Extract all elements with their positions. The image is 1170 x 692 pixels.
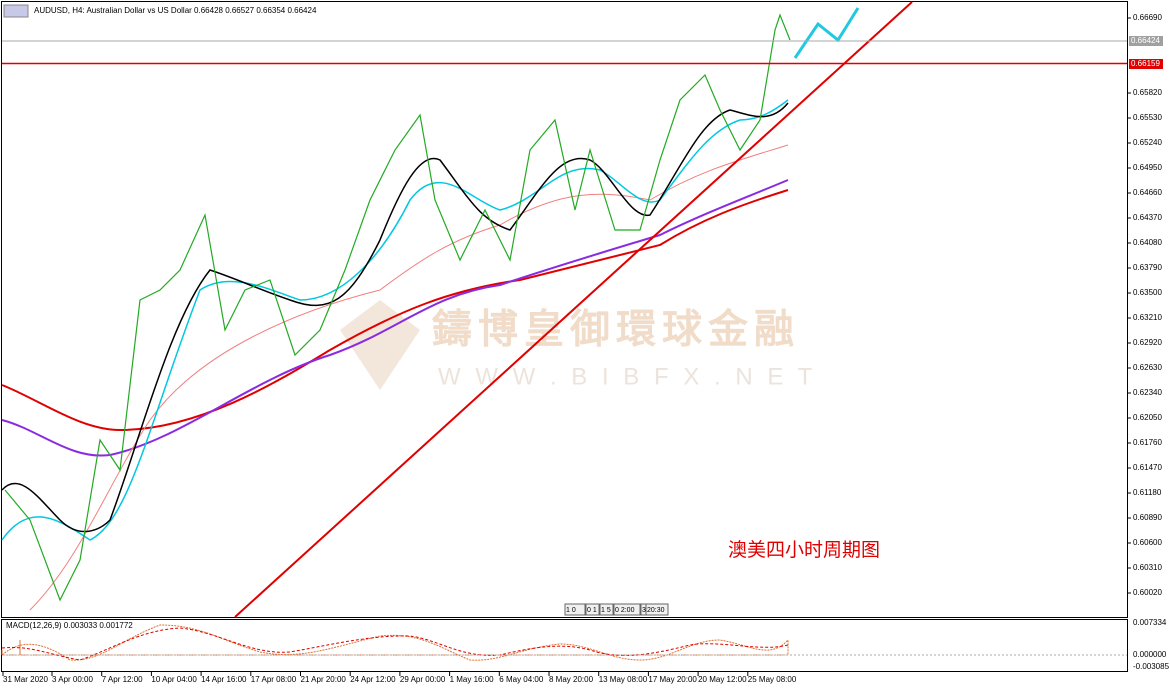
price-label: 0.63790 — [1133, 263, 1162, 272]
price-label: 0.62920 — [1133, 338, 1162, 347]
time-label: 21 Apr 20:00 — [301, 675, 347, 684]
symbol-icon — [3, 4, 29, 18]
ma-pink — [29, 144, 789, 611]
watermark-name: 鑄博皇御環球金融 — [431, 307, 800, 352]
macd-axis-label: 0.007334 — [1133, 618, 1167, 627]
price-label: 0.64950 — [1133, 163, 1162, 172]
ma-red — [1, 189, 789, 432]
macd-title: MACD(12,26,9) 0.003033 0.001772 — [6, 621, 133, 630]
timeframe-buttons: 1 0 0 1 1 5 0 2:00 3 20:30 — [564, 603, 669, 616]
time-axis: 31 Mar 2020 3 Apr 00:00 7 Apr 12:00 10 Apr … — [2, 672, 797, 684]
price-label: 0.64080 — [1133, 238, 1162, 247]
timeframe-label: 1 5 — [601, 607, 611, 614]
price-label: 0.62630 — [1133, 363, 1162, 372]
time-label: 3 Apr 00:00 — [52, 675, 93, 684]
current-price-label: 0.66424 — [1131, 36, 1160, 45]
macd-frame — [1, 619, 1128, 672]
timeframe-label: 3 — [642, 607, 646, 614]
time-label: 31 Mar 2020 — [3, 675, 48, 684]
ma-purple — [1, 179, 789, 457]
time-label: 1 May 16:00 — [450, 675, 495, 684]
price-label: 0.62050 — [1133, 413, 1162, 422]
price-label: 0.65530 — [1133, 113, 1162, 122]
price-label: 0.65820 — [1133, 88, 1162, 97]
price-trace — [4, 13, 791, 602]
timeframe-button[interactable] — [599, 603, 614, 616]
price-label: 0.63500 — [1133, 288, 1162, 297]
price-axis: 0.66690 0.65820 0.65530 0.65240 0.64950 0.646… — [1127, 13, 1162, 597]
macd-axis: 0.007334 0.000000 -0.003085 — [1133, 618, 1170, 671]
time-label: 29 Apr 00:00 — [400, 675, 446, 684]
price-label: 0.61760 — [1133, 438, 1162, 447]
time-label: 25 May 08:00 — [748, 675, 797, 684]
watermark-url: W W W . B I B F X . N E T — [438, 363, 816, 390]
price-label: 0.60890 — [1133, 513, 1162, 522]
timeframe-label: 0 1 — [587, 607, 597, 614]
timeframe-label: 1 0 — [566, 607, 576, 614]
timeframe-button[interactable] — [613, 603, 641, 616]
timeframe-button[interactable] — [585, 603, 600, 616]
time-label: 20 May 12:00 — [698, 675, 747, 684]
time-label: 14 Apr 16:00 — [201, 675, 247, 684]
time-label: 6 May 04:00 — [499, 675, 544, 684]
time-label: 10 Apr 04:00 — [151, 675, 197, 684]
price-label: 0.65240 — [1133, 138, 1162, 147]
macd-histogram — [0, 624, 789, 661]
time-label: 17 May 20:00 — [648, 675, 697, 684]
timeframe-label: 0 2:00 — [615, 607, 635, 614]
level-price-box — [1129, 59, 1163, 69]
price-label: 0.60600 — [1133, 538, 1162, 547]
price-label: 0.64370 — [1133, 213, 1162, 222]
price-label: 0.60310 — [1133, 563, 1162, 572]
time-label: 7 Apr 12:00 — [102, 675, 143, 684]
time-label: 13 May 08:00 — [599, 675, 648, 684]
time-label: 8 May 20:00 — [549, 675, 594, 684]
price-label: 0.64660 — [1133, 188, 1162, 197]
price-label: 0.60020 — [1133, 588, 1162, 597]
trend-line — [234, 1, 913, 618]
price-label: 0.61180 — [1133, 488, 1162, 497]
time-label: 24 Apr 12:00 — [350, 675, 396, 684]
timeframe-button[interactable] — [564, 603, 586, 616]
time-label: 17 Apr 08:00 — [251, 675, 297, 684]
price-label: 0.62340 — [1133, 388, 1162, 397]
timeframe-button[interactable] — [645, 603, 669, 616]
price-label: 0.61470 — [1133, 463, 1162, 472]
macd-axis-label: -0.003085 — [1133, 662, 1170, 671]
price-label: 0.66690 — [1133, 13, 1162, 22]
timeframe-label: 20:30 — [647, 607, 665, 614]
ma-black — [1, 102, 789, 533]
main-frame — [1, 1, 1128, 618]
level-price-label: 0.66159 — [1131, 59, 1160, 68]
annotation: 澳美四小时周期图 — [728, 539, 880, 561]
chart-header: AUDUSD, H4: Australian Dollar vs US Doll… — [34, 6, 317, 15]
ma-cyan — [1, 99, 789, 541]
current-price-box — [1129, 36, 1163, 46]
price-label: 0.63210 — [1133, 313, 1162, 322]
macd-axis-label: 0.000000 — [1133, 650, 1167, 659]
